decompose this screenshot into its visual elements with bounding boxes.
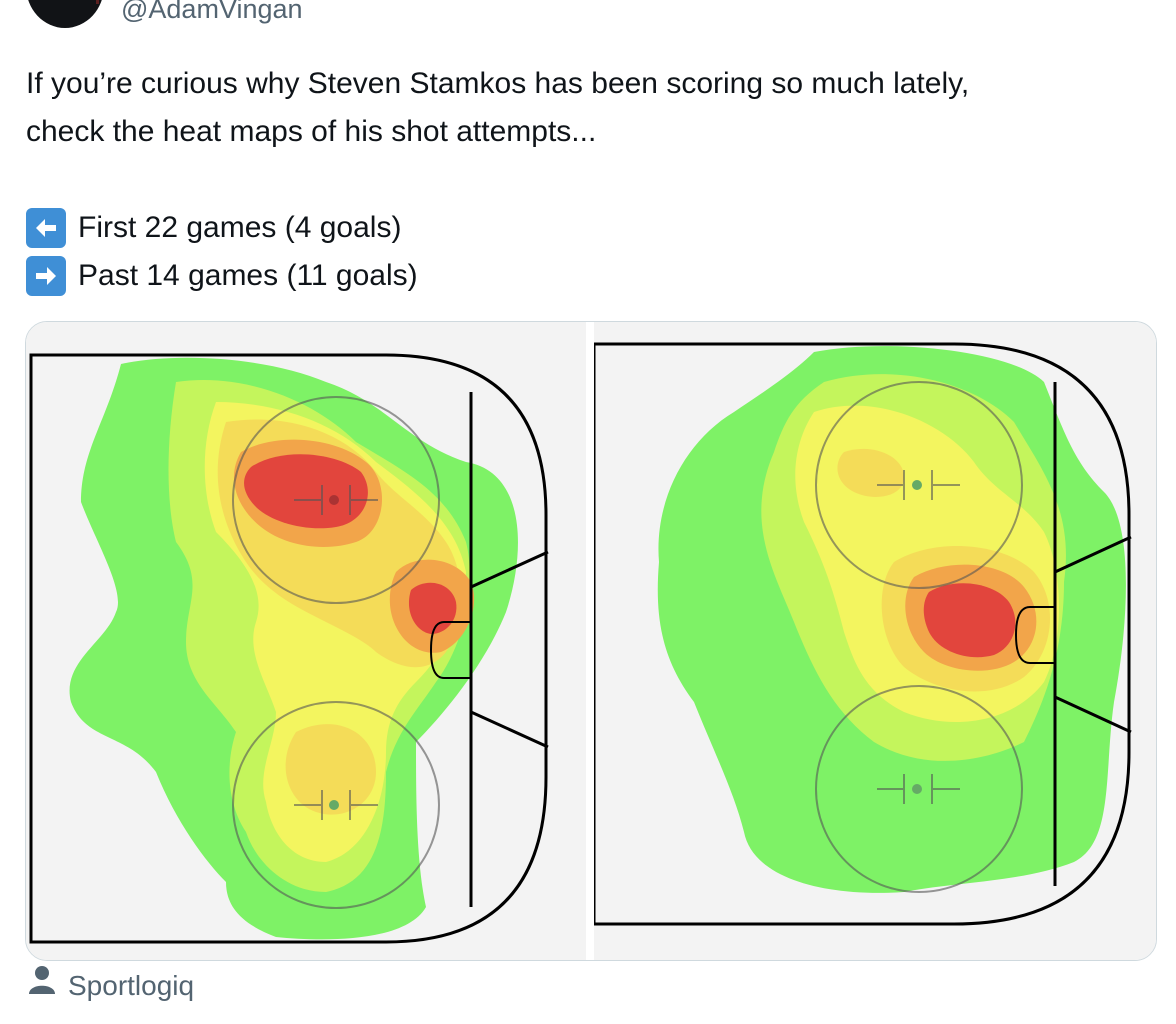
heat-zones — [657, 346, 1126, 893]
avatar-detail — [96, 0, 99, 4]
rink-lines — [594, 342, 1132, 926]
right-arrow-icon — [26, 256, 66, 296]
list-item-text: First 22 games (4 goals) — [78, 211, 402, 244]
heatmap-past-14-games[interactable] — [594, 322, 1156, 960]
heatmap-first-22-games[interactable] — [26, 322, 586, 960]
tweet-body: If you’re curious why Steven Stamkos has… — [26, 60, 1146, 156]
left-arrow-icon — [26, 208, 66, 248]
faceoff-dot — [912, 784, 922, 794]
tweet-line-1: If you’re curious why Steven Stamkos has… — [26, 67, 970, 100]
faceoff-dot — [912, 480, 922, 490]
faceoff-circles — [815, 381, 1023, 893]
credit-text: Sportlogiq — [68, 969, 195, 1001]
list-item-past-games: Past 14 games (11 goals) — [26, 252, 418, 300]
media-card[interactable] — [25, 321, 1157, 961]
list-item-first-games: First 22 games (4 goals) — [26, 204, 418, 252]
rink-lines — [29, 353, 549, 944]
heat-zones — [69, 357, 518, 940]
faceoff-dot — [329, 495, 339, 505]
author-avatar[interactable] — [26, 0, 104, 28]
tweet-list: First 22 games (4 goals) Past 14 games (… — [26, 204, 418, 300]
tweet-line-2: check the heat maps of his shot attempts… — [26, 115, 597, 148]
list-item-text: Past 14 games (11 goals) — [78, 259, 418, 292]
media-credit[interactable]: Sportlogiq — [28, 965, 194, 1006]
faceoff-dot — [329, 800, 339, 810]
faceoff-circles — [232, 396, 440, 909]
author-handle[interactable]: @AdamVingan — [121, 0, 303, 24]
person-icon — [28, 965, 56, 1006]
